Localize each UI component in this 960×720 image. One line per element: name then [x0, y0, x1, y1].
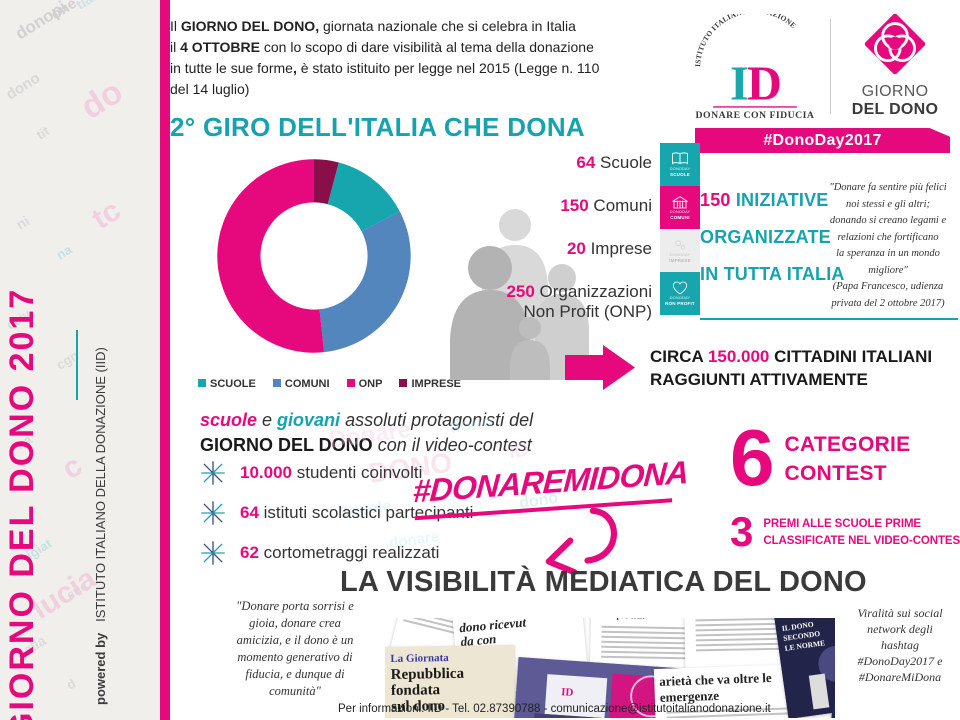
svg-text:dono: dono [448, 418, 494, 437]
svg-text:d: d [64, 676, 79, 693]
svg-text:ni: ni [13, 212, 32, 232]
svg-text:tiale: tiale [73, 0, 105, 13]
svg-text:ID: ID [730, 57, 780, 110]
svg-text:c: c [56, 449, 88, 486]
svg-text:dono: dono [3, 70, 43, 104]
svg-text:tc: tc [86, 194, 126, 236]
svg-text:ID: ID [561, 686, 574, 699]
svg-text:na: na [54, 241, 75, 262]
svg-text:tit: tit [34, 123, 53, 143]
svg-text:do: do [74, 73, 129, 127]
svg-text:Donare: Donare [330, 418, 413, 454]
